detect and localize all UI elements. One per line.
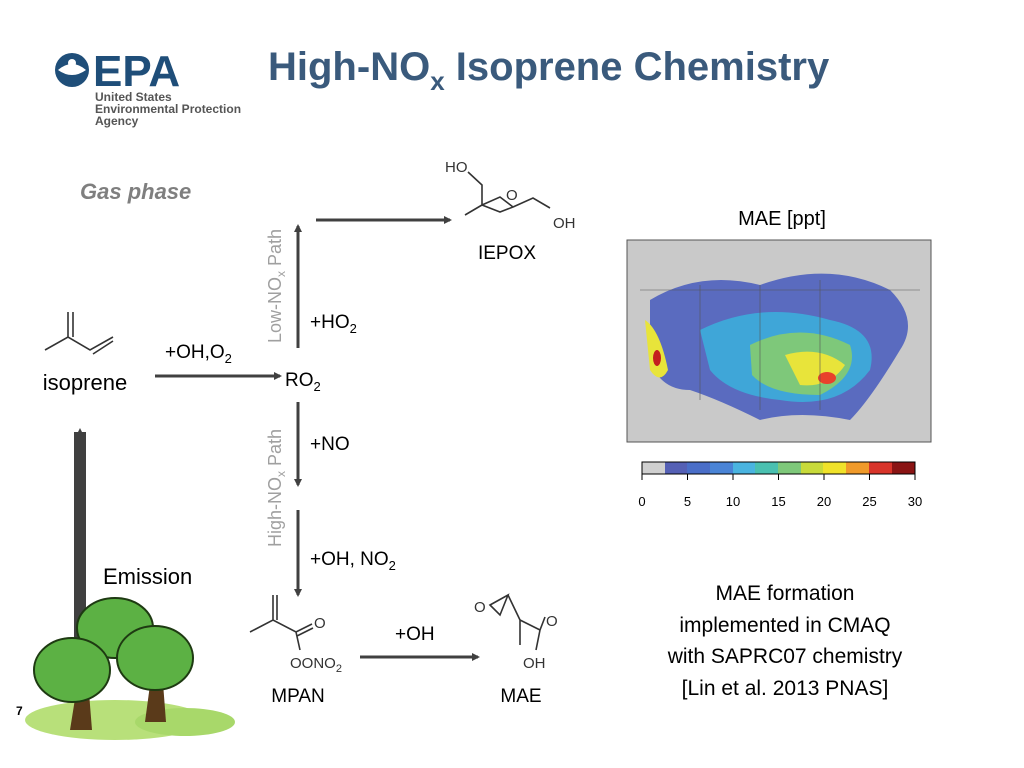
colorbar-tick-label: 0 [638,494,645,509]
map [626,239,932,443]
node-label: isoprene [43,370,127,395]
atom-label: O [506,187,518,204]
atom-label: O [474,599,486,616]
emission-label: Emission [103,564,192,589]
colorbar-tick-label: 5 [684,494,691,509]
node-label: MPAN [271,686,324,707]
reaction-label: +OH, NO2 [310,549,396,573]
logo-line: United States [95,90,172,104]
logo-line: Environmental Protection [95,102,241,116]
colorbar-tick-label: 30 [908,494,922,509]
colorbar-tick-label: 25 [862,494,876,509]
logo-name: EPA [93,47,180,96]
colorbar-tick-label: 20 [817,494,831,509]
atom-label: OH [553,215,576,232]
trees-illustration [25,597,235,740]
page-number: 7 [16,704,23,718]
node-label: MAE [500,686,541,707]
slide-title: High-NOx Isoprene Chemistry [268,45,830,96]
caption-line: with SAPRC07 chemistry [667,645,903,668]
reaction-label: +OH [395,624,435,645]
node-label: IEPOX [478,243,536,264]
node-label: RO2 [285,370,321,394]
colorbar-tick-label: 10 [726,494,740,509]
structures [44,171,551,651]
caption-line: [Lin et al. 2013 PNAS] [682,677,889,700]
section-label: Gas phase [80,179,191,204]
atom-label: O [546,613,558,630]
structure-labels: HO O OH O OONO2 O O OH [290,159,576,675]
atom-label: O [314,615,326,632]
epa-logo: EPA United States Environmental Protecti… [55,47,241,128]
caption-line: MAE formation [716,582,855,605]
reaction-label: +OH,O2 [165,342,232,366]
path-label: Low-NOx Path [265,229,288,343]
colorbar: 0 5 10 15 20 25 30 [638,461,922,509]
colorbar-tick-label: 15 [771,494,785,509]
logo-line: Agency [95,114,139,128]
atom-label: OH [523,655,546,672]
reaction-label: +HO2 [310,312,357,336]
reaction-label: +NO [310,434,350,455]
map-title: MAE [ppt] [738,208,826,230]
atom-label: OONO2 [290,655,342,675]
atom-label: HO [445,159,468,176]
caption-line: implemented in CMAQ [679,614,890,637]
path-label: High-NOx Path [265,429,288,547]
